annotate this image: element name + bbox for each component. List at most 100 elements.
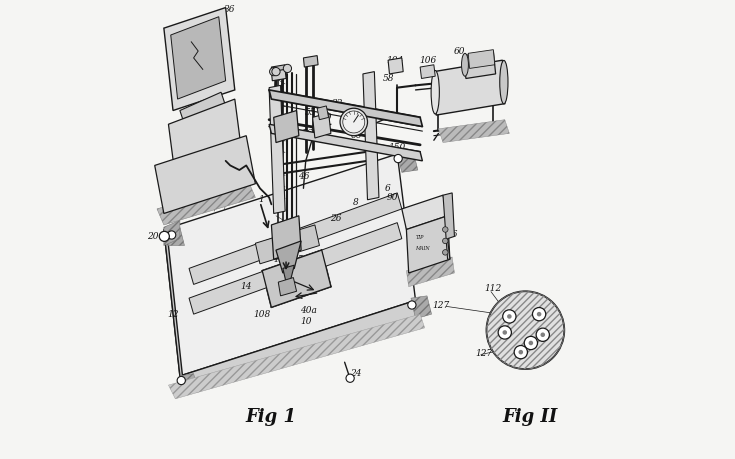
Circle shape xyxy=(168,231,176,239)
Circle shape xyxy=(442,238,448,244)
Text: 4: 4 xyxy=(272,255,278,264)
Circle shape xyxy=(518,350,523,354)
Circle shape xyxy=(540,332,545,337)
Text: 2: 2 xyxy=(307,236,313,246)
Circle shape xyxy=(487,291,564,369)
Polygon shape xyxy=(154,136,255,213)
Text: 90: 90 xyxy=(387,193,398,202)
Polygon shape xyxy=(171,17,226,99)
Circle shape xyxy=(159,231,169,241)
Polygon shape xyxy=(468,50,495,68)
Polygon shape xyxy=(304,56,318,67)
Polygon shape xyxy=(180,301,420,394)
Text: 86: 86 xyxy=(446,230,458,239)
Polygon shape xyxy=(168,99,242,177)
Polygon shape xyxy=(271,69,286,81)
Polygon shape xyxy=(420,65,435,78)
Circle shape xyxy=(442,227,448,232)
Circle shape xyxy=(408,301,416,309)
Circle shape xyxy=(394,154,402,162)
Text: 24: 24 xyxy=(351,369,362,378)
Ellipse shape xyxy=(431,71,440,114)
Polygon shape xyxy=(279,278,296,296)
Circle shape xyxy=(283,64,292,73)
Text: 62: 62 xyxy=(473,81,484,90)
Polygon shape xyxy=(434,60,505,115)
Polygon shape xyxy=(168,314,425,399)
Circle shape xyxy=(346,374,354,382)
Polygon shape xyxy=(269,85,285,213)
Circle shape xyxy=(498,326,512,339)
Text: 150: 150 xyxy=(293,255,309,264)
Text: 32: 32 xyxy=(332,99,343,108)
Text: 88: 88 xyxy=(263,243,275,252)
Polygon shape xyxy=(164,220,180,246)
Polygon shape xyxy=(262,250,331,307)
Polygon shape xyxy=(157,181,255,225)
Circle shape xyxy=(528,341,533,345)
Circle shape xyxy=(272,67,280,76)
Circle shape xyxy=(340,108,368,136)
Text: 150: 150 xyxy=(389,143,406,151)
Polygon shape xyxy=(164,154,415,376)
Circle shape xyxy=(442,250,448,255)
Polygon shape xyxy=(189,223,402,314)
Polygon shape xyxy=(273,111,299,143)
Polygon shape xyxy=(402,195,448,230)
Circle shape xyxy=(503,310,516,323)
Text: 90: 90 xyxy=(268,251,279,260)
Text: 26: 26 xyxy=(330,213,341,223)
Polygon shape xyxy=(189,193,402,285)
Text: MAIN: MAIN xyxy=(415,246,430,251)
Polygon shape xyxy=(255,225,320,264)
Polygon shape xyxy=(397,152,417,172)
Text: 112: 112 xyxy=(484,285,501,293)
Text: 10: 10 xyxy=(300,317,312,325)
Text: 104: 104 xyxy=(387,56,404,65)
Text: 46: 46 xyxy=(298,173,309,181)
Polygon shape xyxy=(312,113,331,138)
Circle shape xyxy=(524,336,537,350)
Polygon shape xyxy=(164,7,234,111)
Polygon shape xyxy=(180,374,198,394)
Polygon shape xyxy=(443,193,454,259)
Polygon shape xyxy=(406,257,454,287)
Polygon shape xyxy=(164,227,184,246)
Text: 66: 66 xyxy=(351,131,362,140)
Text: 127: 127 xyxy=(476,348,492,358)
Text: TIP: TIP xyxy=(415,235,424,240)
Text: 36: 36 xyxy=(223,6,235,14)
Text: 12: 12 xyxy=(168,310,179,319)
Polygon shape xyxy=(271,216,301,259)
Text: Fig 1: Fig 1 xyxy=(246,408,297,426)
Polygon shape xyxy=(269,90,423,127)
Polygon shape xyxy=(271,65,286,76)
Polygon shape xyxy=(269,124,423,161)
Polygon shape xyxy=(388,58,404,74)
Text: 30: 30 xyxy=(320,113,332,122)
Text: 127: 127 xyxy=(432,301,449,309)
Circle shape xyxy=(503,330,507,335)
Text: 40a: 40a xyxy=(300,306,317,315)
Circle shape xyxy=(514,346,528,359)
Text: 8: 8 xyxy=(354,197,359,207)
Text: 38: 38 xyxy=(224,118,236,127)
Circle shape xyxy=(507,314,512,319)
Text: Fig II: Fig II xyxy=(502,408,558,426)
Text: 55: 55 xyxy=(304,108,316,118)
Circle shape xyxy=(537,312,542,316)
Circle shape xyxy=(532,308,546,321)
Polygon shape xyxy=(164,230,184,394)
Polygon shape xyxy=(411,296,431,319)
Text: 60: 60 xyxy=(453,46,465,56)
Text: 20: 20 xyxy=(147,232,158,241)
Text: 58: 58 xyxy=(382,74,394,83)
Polygon shape xyxy=(180,92,226,124)
Polygon shape xyxy=(439,120,509,143)
Text: 58: 58 xyxy=(437,74,449,83)
Text: 106: 106 xyxy=(419,56,437,65)
Ellipse shape xyxy=(462,53,468,76)
Polygon shape xyxy=(262,250,331,307)
Polygon shape xyxy=(276,241,301,273)
Text: 108: 108 xyxy=(254,310,271,319)
